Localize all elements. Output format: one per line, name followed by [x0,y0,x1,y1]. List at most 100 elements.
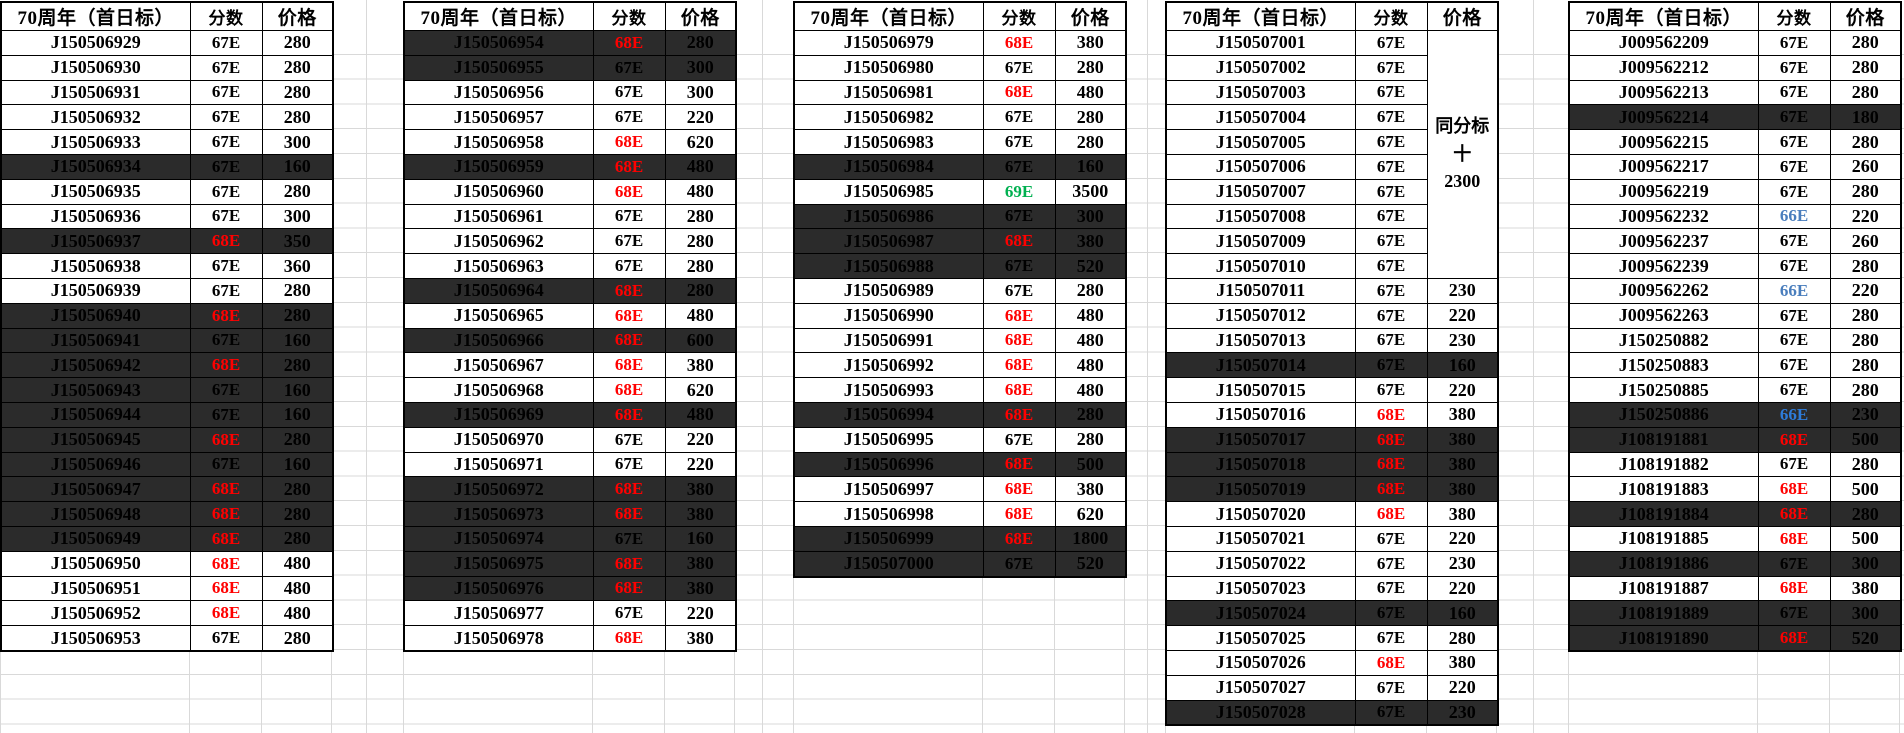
cell-price[interactable]: 280 [1829,79,1902,106]
cell-score[interactable]: 67E [1354,228,1428,255]
cell-serial[interactable]: J150506990 [793,302,984,329]
cell-score[interactable]: 68E [189,600,263,627]
cell-score[interactable]: 68E [982,451,1056,478]
cell-serial[interactable]: J150507018 [1165,451,1356,478]
cell-price[interactable]: 160 [1426,600,1499,627]
cell-serial[interactable]: J108191889 [1568,600,1759,627]
cell-score[interactable]: 69E [982,178,1056,205]
cell-score[interactable]: 68E [982,352,1056,379]
cell-price[interactable]: 280 [1829,352,1902,379]
cell-price[interactable]: 480 [261,575,334,602]
cell-serial[interactable]: J150506989 [793,277,984,304]
cell-serial[interactable]: J150506984 [793,153,984,180]
cell-price[interactable]: 280 [261,79,334,106]
cell-score[interactable]: 67E [189,129,263,155]
cell-serial[interactable]: J150506969 [403,401,594,428]
cell-price[interactable]: 380 [1426,476,1499,503]
cell-score[interactable]: 67E [592,79,666,106]
cell-score[interactable]: 67E [1757,451,1831,478]
cell-score[interactable]: 67E [982,104,1056,131]
cell-price[interactable]: 280 [1829,451,1902,478]
cell-price[interactable]: 300 [261,129,334,155]
cell-price[interactable]: 380 [664,501,737,527]
cell-score[interactable]: 68E [189,426,263,453]
cell-score[interactable]: 67E [592,426,666,453]
cell-price[interactable]: 280 [1829,302,1902,329]
cell-serial[interactable]: J150506940 [0,302,191,329]
header-serial[interactable]: 70周年（首日标） [1165,1,1356,31]
cell-score[interactable]: 67E [189,153,263,180]
cell-score[interactable]: 68E [982,302,1056,329]
cell-score[interactable]: 67E [1757,600,1831,627]
cell-serial[interactable]: J150507000 [793,550,984,578]
cell-serial[interactable]: J150507017 [1165,426,1356,453]
cell-score[interactable]: 68E [189,501,263,527]
cell-serial[interactable]: J150506947 [0,476,191,503]
cell-serial[interactable]: J150506985 [793,178,984,205]
cell-score[interactable]: 67E [1354,600,1428,627]
cell-price[interactable]: 480 [664,302,737,329]
cell-price[interactable]: 380 [1054,30,1127,56]
cell-serial[interactable]: J150506934 [0,153,191,180]
cell-serial[interactable]: J150506972 [403,476,594,503]
cell-serial[interactable]: J108191881 [1568,426,1759,453]
cell-serial[interactable]: J009562212 [1568,54,1759,81]
cell-price[interactable]: 220 [664,451,737,478]
cell-serial[interactable]: J150506954 [403,30,594,56]
cell-serial[interactable]: J150506943 [0,377,191,403]
cell-serial[interactable]: J150507014 [1165,352,1356,379]
cell-score[interactable]: 68E [592,352,666,379]
cell-price[interactable]: 380 [664,575,737,602]
cell-serial[interactable]: J150506983 [793,129,984,155]
cell-score[interactable]: 67E [1354,575,1428,602]
cell-score[interactable]: 68E [982,476,1056,503]
cell-price[interactable]: 280 [1054,104,1127,131]
cell-score[interactable]: 68E [982,30,1056,56]
cell-score[interactable]: 67E [1354,525,1428,552]
cell-serial[interactable]: J150507020 [1165,501,1356,527]
cell-serial[interactable]: J150506941 [0,327,191,354]
cell-score[interactable]: 68E [592,277,666,304]
cell-serial[interactable]: J150506968 [403,377,594,403]
cell-serial[interactable]: J150506992 [793,352,984,379]
cell-price[interactable]: 520 [1829,625,1902,652]
cell-score[interactable]: 68E [1757,476,1831,503]
cell-score[interactable]: 68E [982,79,1056,106]
cell-score[interactable]: 68E [592,476,666,503]
cell-serial[interactable]: J150250885 [1568,377,1759,403]
cell-serial[interactable]: J150507002 [1165,54,1356,81]
cell-score[interactable]: 68E [189,575,263,602]
cell-score[interactable]: 67E [1354,674,1428,701]
cell-score[interactable]: 66E [1757,277,1831,304]
cell-price[interactable]: 230 [1426,327,1499,354]
cell-score[interactable]: 68E [1354,451,1428,478]
cell-price[interactable]: 380 [1426,451,1499,478]
cell-price[interactable]: 380 [664,550,737,577]
cell-serial[interactable]: J009562239 [1568,253,1759,279]
cell-score[interactable]: 68E [592,550,666,577]
cell-price[interactable]: 280 [664,228,737,255]
cell-price[interactable]: 260 [1829,153,1902,180]
header-serial[interactable]: 70周年（首日标） [1568,1,1759,31]
cell-score[interactable]: 68E [592,129,666,155]
header-price[interactable]: 价格 [261,1,334,31]
cell-score[interactable]: 68E [592,377,666,403]
cell-price[interactable]: 280 [1054,129,1127,155]
header-price[interactable]: 价格 [1054,1,1127,31]
cell-score[interactable]: 68E [1354,426,1428,453]
header-price[interactable]: 价格 [1829,1,1902,31]
cell-score[interactable]: 67E [592,525,666,552]
cell-serial[interactable]: J150506987 [793,228,984,255]
cell-serial[interactable]: J150506996 [793,451,984,478]
cell-score[interactable]: 67E [1757,302,1831,329]
header-serial[interactable]: 70周年（首日标） [0,1,191,31]
cell-serial[interactable]: J150507007 [1165,178,1356,205]
cell-serial[interactable]: J150506963 [403,253,594,279]
cell-serial[interactable]: J150506958 [403,129,594,155]
cell-score[interactable]: 67E [189,377,263,403]
cell-serial[interactable]: J150507027 [1165,674,1356,701]
cell-score[interactable]: 68E [592,153,666,180]
cell-serial[interactable]: J150507011 [1165,277,1356,304]
cell-price[interactable]: 300 [1829,550,1902,577]
cell-price[interactable]: 300 [1054,203,1127,230]
